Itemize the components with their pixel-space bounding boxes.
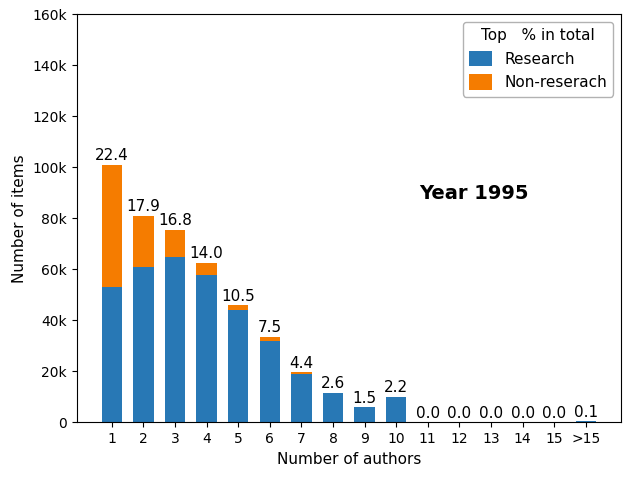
Text: 4.4: 4.4 xyxy=(289,356,314,371)
Text: 0.0: 0.0 xyxy=(479,406,503,421)
Bar xyxy=(102,287,122,422)
Bar xyxy=(164,230,185,257)
Bar xyxy=(196,275,217,422)
Bar xyxy=(291,372,312,374)
Text: 0.0: 0.0 xyxy=(542,406,566,421)
Text: 0.0: 0.0 xyxy=(511,406,534,421)
Bar xyxy=(228,310,248,422)
Bar xyxy=(355,407,375,422)
Legend: Research, Non-reserach: Research, Non-reserach xyxy=(463,22,613,96)
Bar xyxy=(164,257,185,422)
Bar xyxy=(575,421,596,422)
Bar xyxy=(386,397,406,422)
Text: Year 1995: Year 1995 xyxy=(419,184,529,204)
Y-axis label: Number of items: Number of items xyxy=(12,154,27,283)
Bar xyxy=(228,305,248,310)
Text: 2.6: 2.6 xyxy=(321,376,345,391)
Bar xyxy=(133,216,154,267)
Text: 14.0: 14.0 xyxy=(189,247,223,262)
Bar xyxy=(196,263,217,275)
Bar xyxy=(323,393,343,422)
Text: 16.8: 16.8 xyxy=(158,213,192,228)
Bar xyxy=(133,267,154,422)
Text: 1.5: 1.5 xyxy=(353,391,377,406)
Text: 7.5: 7.5 xyxy=(258,321,282,336)
Text: 0.0: 0.0 xyxy=(416,406,440,421)
Bar xyxy=(260,337,280,341)
Text: 22.4: 22.4 xyxy=(95,148,129,163)
Bar xyxy=(260,341,280,422)
Bar xyxy=(291,374,312,422)
Text: 10.5: 10.5 xyxy=(221,288,255,303)
Text: 17.9: 17.9 xyxy=(127,199,161,214)
Text: 2.2: 2.2 xyxy=(384,380,408,396)
Bar xyxy=(102,165,122,287)
Text: 0.1: 0.1 xyxy=(573,405,598,420)
X-axis label: Number of authors: Number of authors xyxy=(276,452,421,467)
Text: 0.0: 0.0 xyxy=(447,406,472,421)
